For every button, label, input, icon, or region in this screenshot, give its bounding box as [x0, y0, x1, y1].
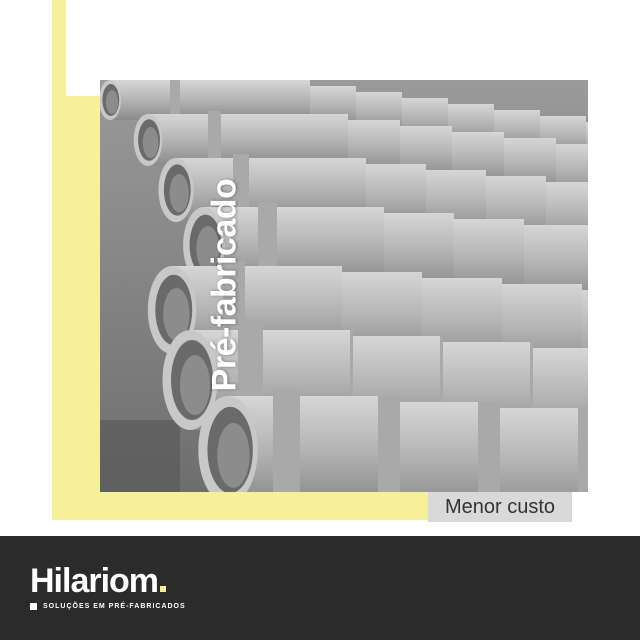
square-bullet-icon — [30, 603, 37, 610]
menor-custo-tag: Menor custo — [428, 492, 572, 522]
pipes-illustration — [100, 80, 588, 492]
brand-logo: Hilariom — [30, 562, 167, 601]
concrete-pipe — [133, 110, 348, 170]
ground-patch — [100, 420, 180, 492]
brand-tagline: SOLUÇÕES EM PRÉ-FABRICADOS — [43, 603, 186, 610]
brand-name: Hilariom — [30, 562, 159, 600]
concrete-pipes-photo: Pré-fabricado — [100, 80, 588, 492]
vertical-title: Pré-fabricado — [205, 178, 244, 392]
pipe-layer — [100, 80, 588, 492]
logo-dot-icon — [160, 586, 167, 592]
tagline-row: SOLUÇÕES EM PRÉ-FABRICADOS — [30, 603, 186, 610]
concrete-pipe — [198, 389, 378, 492]
footer-bar: Hilariom SOLUÇÕES EM PRÉ-FABRICADOS — [0, 536, 640, 640]
